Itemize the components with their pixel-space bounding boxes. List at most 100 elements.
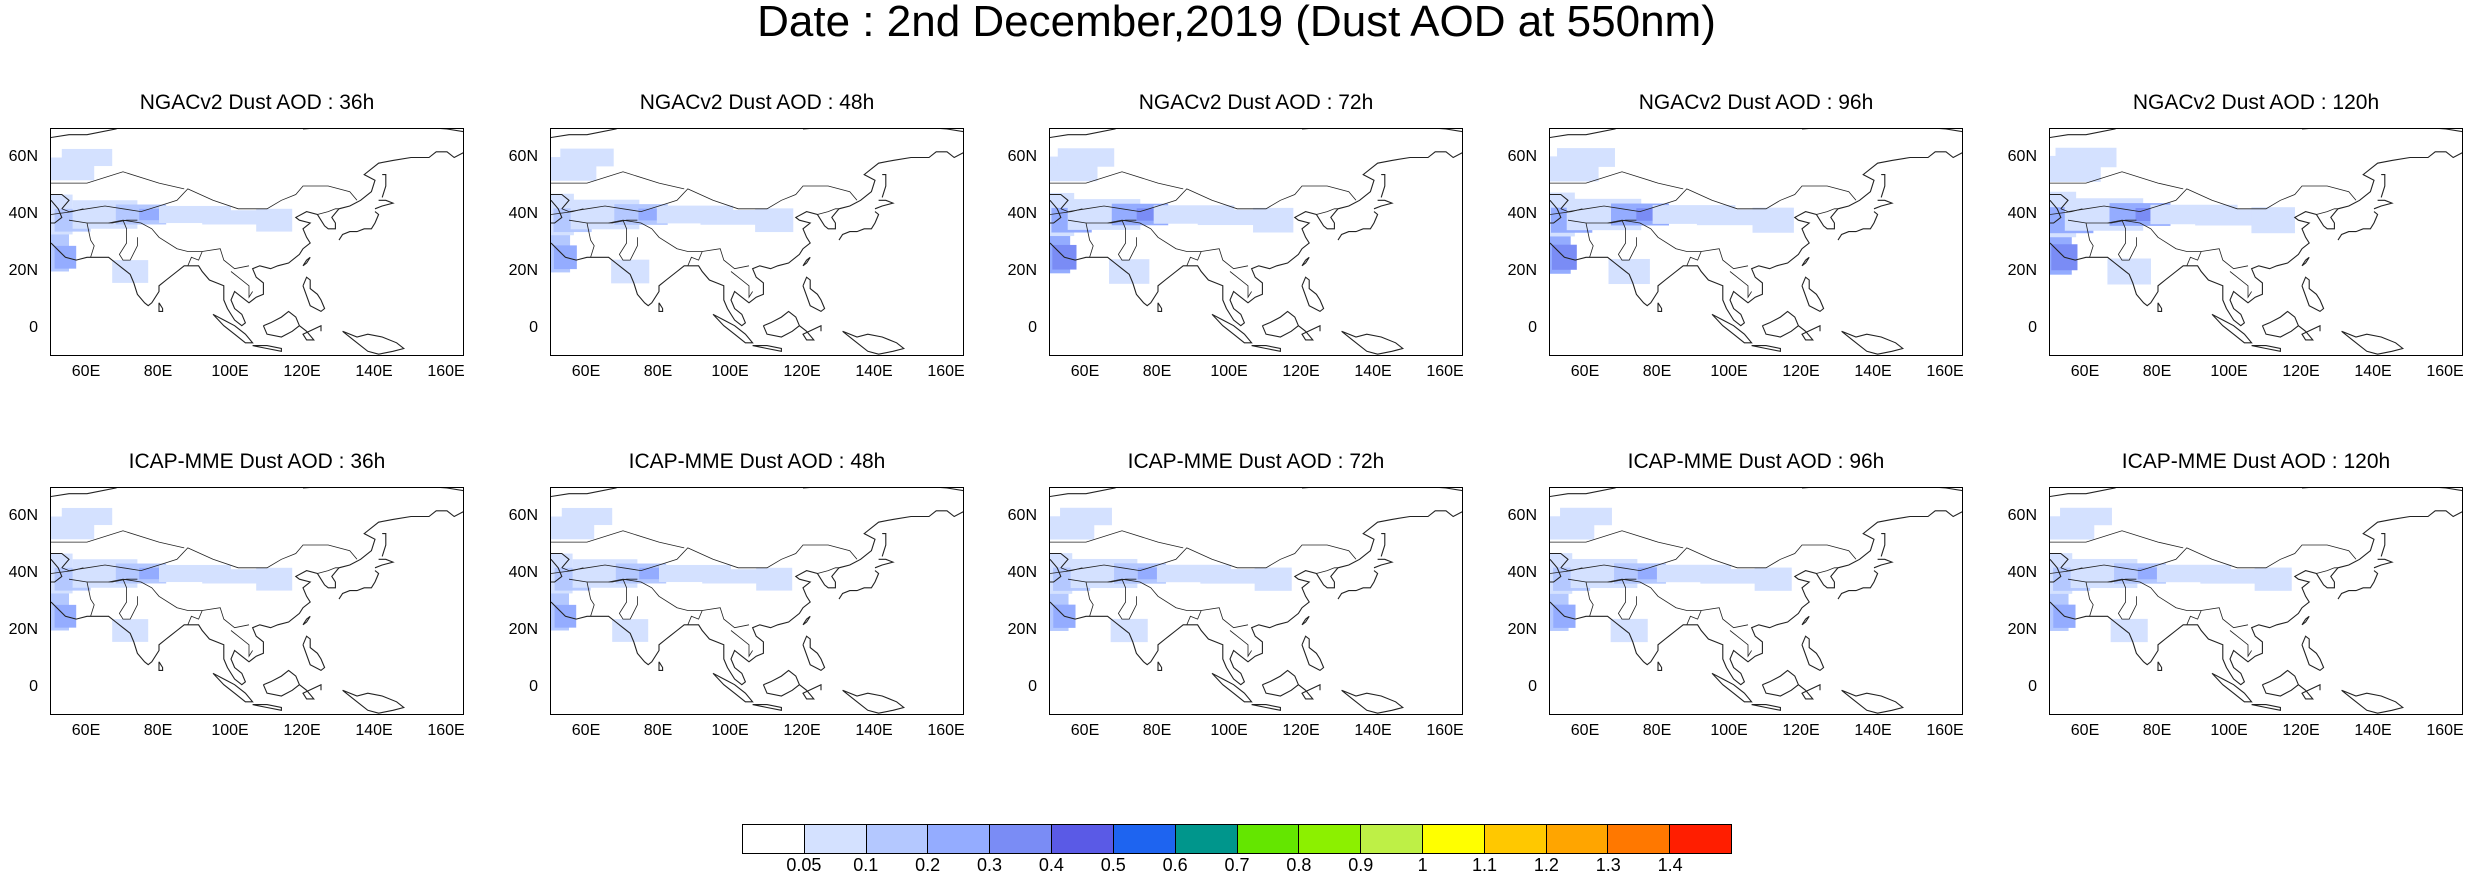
coastline bbox=[802, 635, 826, 672]
colorbar-swatch bbox=[866, 825, 929, 853]
lat-tick-label: 20N bbox=[2007, 261, 2037, 279]
coastline bbox=[262, 310, 301, 338]
coastline bbox=[2211, 313, 2253, 344]
lon-tick-label: 80E bbox=[1142, 722, 1172, 739]
coastline bbox=[2341, 330, 2405, 355]
country-border bbox=[1050, 567, 1083, 574]
map-plot bbox=[51, 129, 463, 355]
colorbar-swatch bbox=[928, 825, 991, 853]
coastline bbox=[2261, 310, 2300, 338]
colorbar-label: 0.4 bbox=[1038, 855, 1064, 875]
lon-tick-label: 80E bbox=[1642, 363, 1672, 380]
colorbar-swatch bbox=[1422, 825, 1485, 853]
dust-aod-cell bbox=[638, 208, 666, 221]
lat-tick-label: 60N bbox=[1007, 147, 1037, 165]
panel-title: NGACv2 Dust AOD : 96h bbox=[1638, 91, 1874, 114]
coastline bbox=[1157, 661, 1163, 671]
country-border bbox=[1316, 208, 1338, 215]
coastline bbox=[342, 689, 406, 714]
colorbar-swatch bbox=[1175, 825, 1238, 853]
dust-aod-cell bbox=[2060, 507, 2112, 526]
figure-title: Date : 2nd December,2019 (Dust AOD at 55… bbox=[757, 0, 1716, 46]
panel-title: ICAP-MME Dust AOD : 96h bbox=[1627, 450, 1885, 473]
lat-tick-label: 40N bbox=[1507, 204, 1537, 222]
lon-tick-label: 80E bbox=[143, 722, 173, 739]
country-border bbox=[86, 222, 95, 258]
colorbar-label: 1.1 bbox=[1471, 855, 1498, 875]
coastline bbox=[381, 174, 387, 198]
country-border bbox=[86, 581, 95, 617]
coastline bbox=[762, 310, 801, 338]
coastline bbox=[1801, 635, 1825, 672]
colorbar-swatch bbox=[1052, 825, 1114, 853]
lon-tick-label: 60E bbox=[1070, 722, 1100, 739]
country-border bbox=[1560, 185, 1857, 213]
coastline bbox=[762, 669, 801, 697]
lon-tick-label: 160E bbox=[1426, 363, 1464, 380]
coastline bbox=[2302, 129, 2462, 133]
dust-aod-cell bbox=[2110, 618, 2148, 643]
country-border bbox=[568, 578, 750, 629]
dust-aod-cell bbox=[2137, 567, 2164, 580]
coastline bbox=[2050, 193, 2069, 210]
country-border bbox=[1060, 544, 1357, 572]
dust-aod-cell bbox=[612, 619, 649, 642]
dust-aod-cell bbox=[1637, 567, 1664, 580]
lat-tick-label: 60N bbox=[1507, 147, 1537, 165]
coastline bbox=[374, 199, 395, 210]
coastline bbox=[1801, 256, 1810, 267]
dust-aod-cell bbox=[112, 260, 149, 283]
coastline bbox=[1157, 302, 1163, 312]
colorbar-label: 0.3 bbox=[976, 855, 1003, 875]
panel-title: ICAP-MME Dust AOD : 48h bbox=[628, 450, 886, 473]
coastline bbox=[2298, 683, 2321, 700]
map-frame bbox=[550, 128, 964, 356]
coastline bbox=[802, 276, 826, 313]
coastline bbox=[212, 313, 254, 344]
country-border bbox=[1560, 544, 1857, 572]
coastline bbox=[842, 330, 906, 355]
coastline bbox=[2050, 488, 2117, 498]
country-border bbox=[2060, 185, 2357, 213]
lon-tick-label: 160E bbox=[1926, 363, 1964, 380]
country-border bbox=[2085, 581, 2094, 617]
coastline bbox=[303, 129, 463, 133]
coastline bbox=[551, 199, 563, 224]
country-border bbox=[551, 567, 584, 574]
coastline bbox=[51, 510, 463, 686]
coastline bbox=[302, 276, 326, 313]
dust-aod-cell bbox=[560, 148, 614, 167]
coastline bbox=[1050, 510, 1462, 686]
lon-tick-label: 60E bbox=[1570, 722, 1600, 739]
dust-aod-cell bbox=[1057, 148, 1115, 167]
lat-tick-label: 0 bbox=[1028, 318, 1037, 336]
country-border bbox=[1617, 579, 1637, 620]
coastline bbox=[1550, 199, 1562, 224]
coastline bbox=[1711, 313, 1753, 344]
lat-tick-label: 40N bbox=[1507, 563, 1537, 581]
country-border bbox=[230, 630, 253, 658]
map-frame bbox=[50, 487, 464, 715]
country-border bbox=[1117, 220, 1137, 261]
country-border bbox=[551, 171, 685, 190]
coastline bbox=[1657, 661, 1663, 671]
country-border bbox=[568, 219, 750, 270]
lon-tick-label: 140E bbox=[1854, 722, 1892, 739]
country-border bbox=[108, 219, 138, 224]
country-border bbox=[187, 610, 203, 625]
coastline bbox=[712, 313, 754, 344]
lon-tick-label: 60E bbox=[1570, 363, 1600, 380]
coastline bbox=[1050, 151, 1462, 327]
coastline bbox=[2337, 211, 2379, 241]
country-border bbox=[1607, 578, 1637, 583]
coastline bbox=[51, 558, 63, 583]
lon-tick-label: 120E bbox=[1782, 363, 1820, 380]
dust-aod-cell bbox=[756, 567, 793, 591]
dust-aod-cell bbox=[2055, 147, 2117, 168]
coastline bbox=[1050, 199, 1062, 224]
coastline bbox=[303, 488, 463, 492]
coastline bbox=[1380, 174, 1386, 198]
colorbar-label: 0.1 bbox=[853, 855, 879, 875]
lat-tick-label: 40N bbox=[508, 563, 538, 581]
